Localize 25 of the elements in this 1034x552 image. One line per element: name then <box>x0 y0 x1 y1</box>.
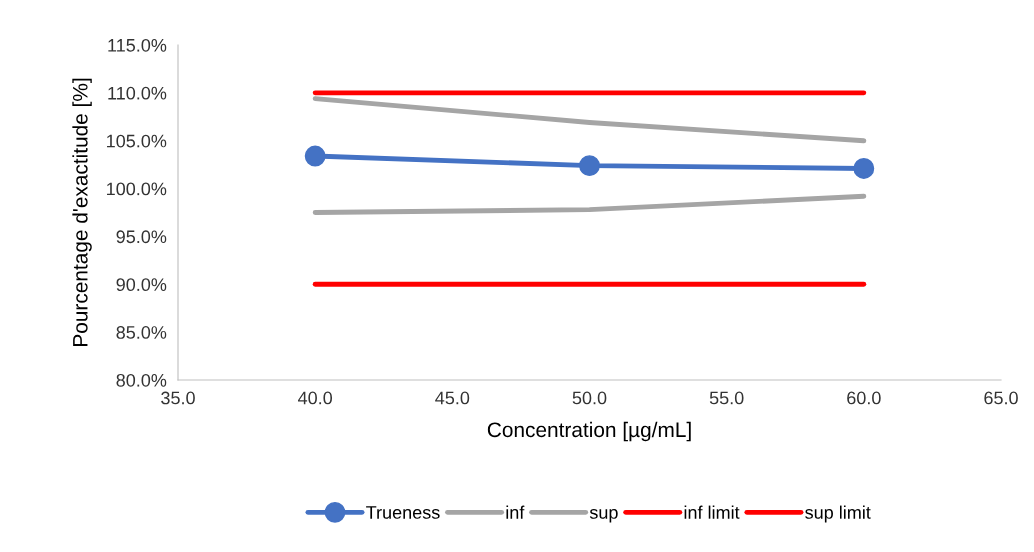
legend-label: Trueness <box>366 506 440 519</box>
point <box>304 145 326 167</box>
y-tick-label: 85.0% <box>116 326 167 339</box>
x-tick-label: 45.0 <box>435 391 470 405</box>
x-tick-label: 55.0 <box>709 391 744 405</box>
x-tick-label: 60.0 <box>847 391 881 405</box>
x-tick-label: 65.0 <box>984 391 1018 405</box>
y-tick-label: 105.0% <box>107 134 167 148</box>
legend-label: sup limit <box>805 505 871 523</box>
x-tick-label: 50.0 <box>572 391 607 405</box>
legend-label: inf limit <box>684 505 740 519</box>
y-tick-label: 110.0% <box>108 86 167 100</box>
point <box>579 155 600 177</box>
x-tick-label: 35.0 <box>161 391 195 405</box>
y-tick-label: 100.0% <box>107 182 167 196</box>
y-tick-label: 115.0% <box>108 38 167 52</box>
legend-label: sup <box>589 508 618 523</box>
legend-label: inf <box>506 505 525 519</box>
x-axis-title: Concentration [µg/mL] <box>487 421 691 442</box>
y-tick-label: 95.0% <box>116 230 167 244</box>
y-axis-title: Pourcentage d'exactitude [%] <box>72 78 92 346</box>
point <box>853 158 875 179</box>
x-tick-label: 40.0 <box>298 391 333 405</box>
y-tick-label: 90.0% <box>116 278 167 292</box>
y-tick-label: 80.0% <box>116 373 167 387</box>
